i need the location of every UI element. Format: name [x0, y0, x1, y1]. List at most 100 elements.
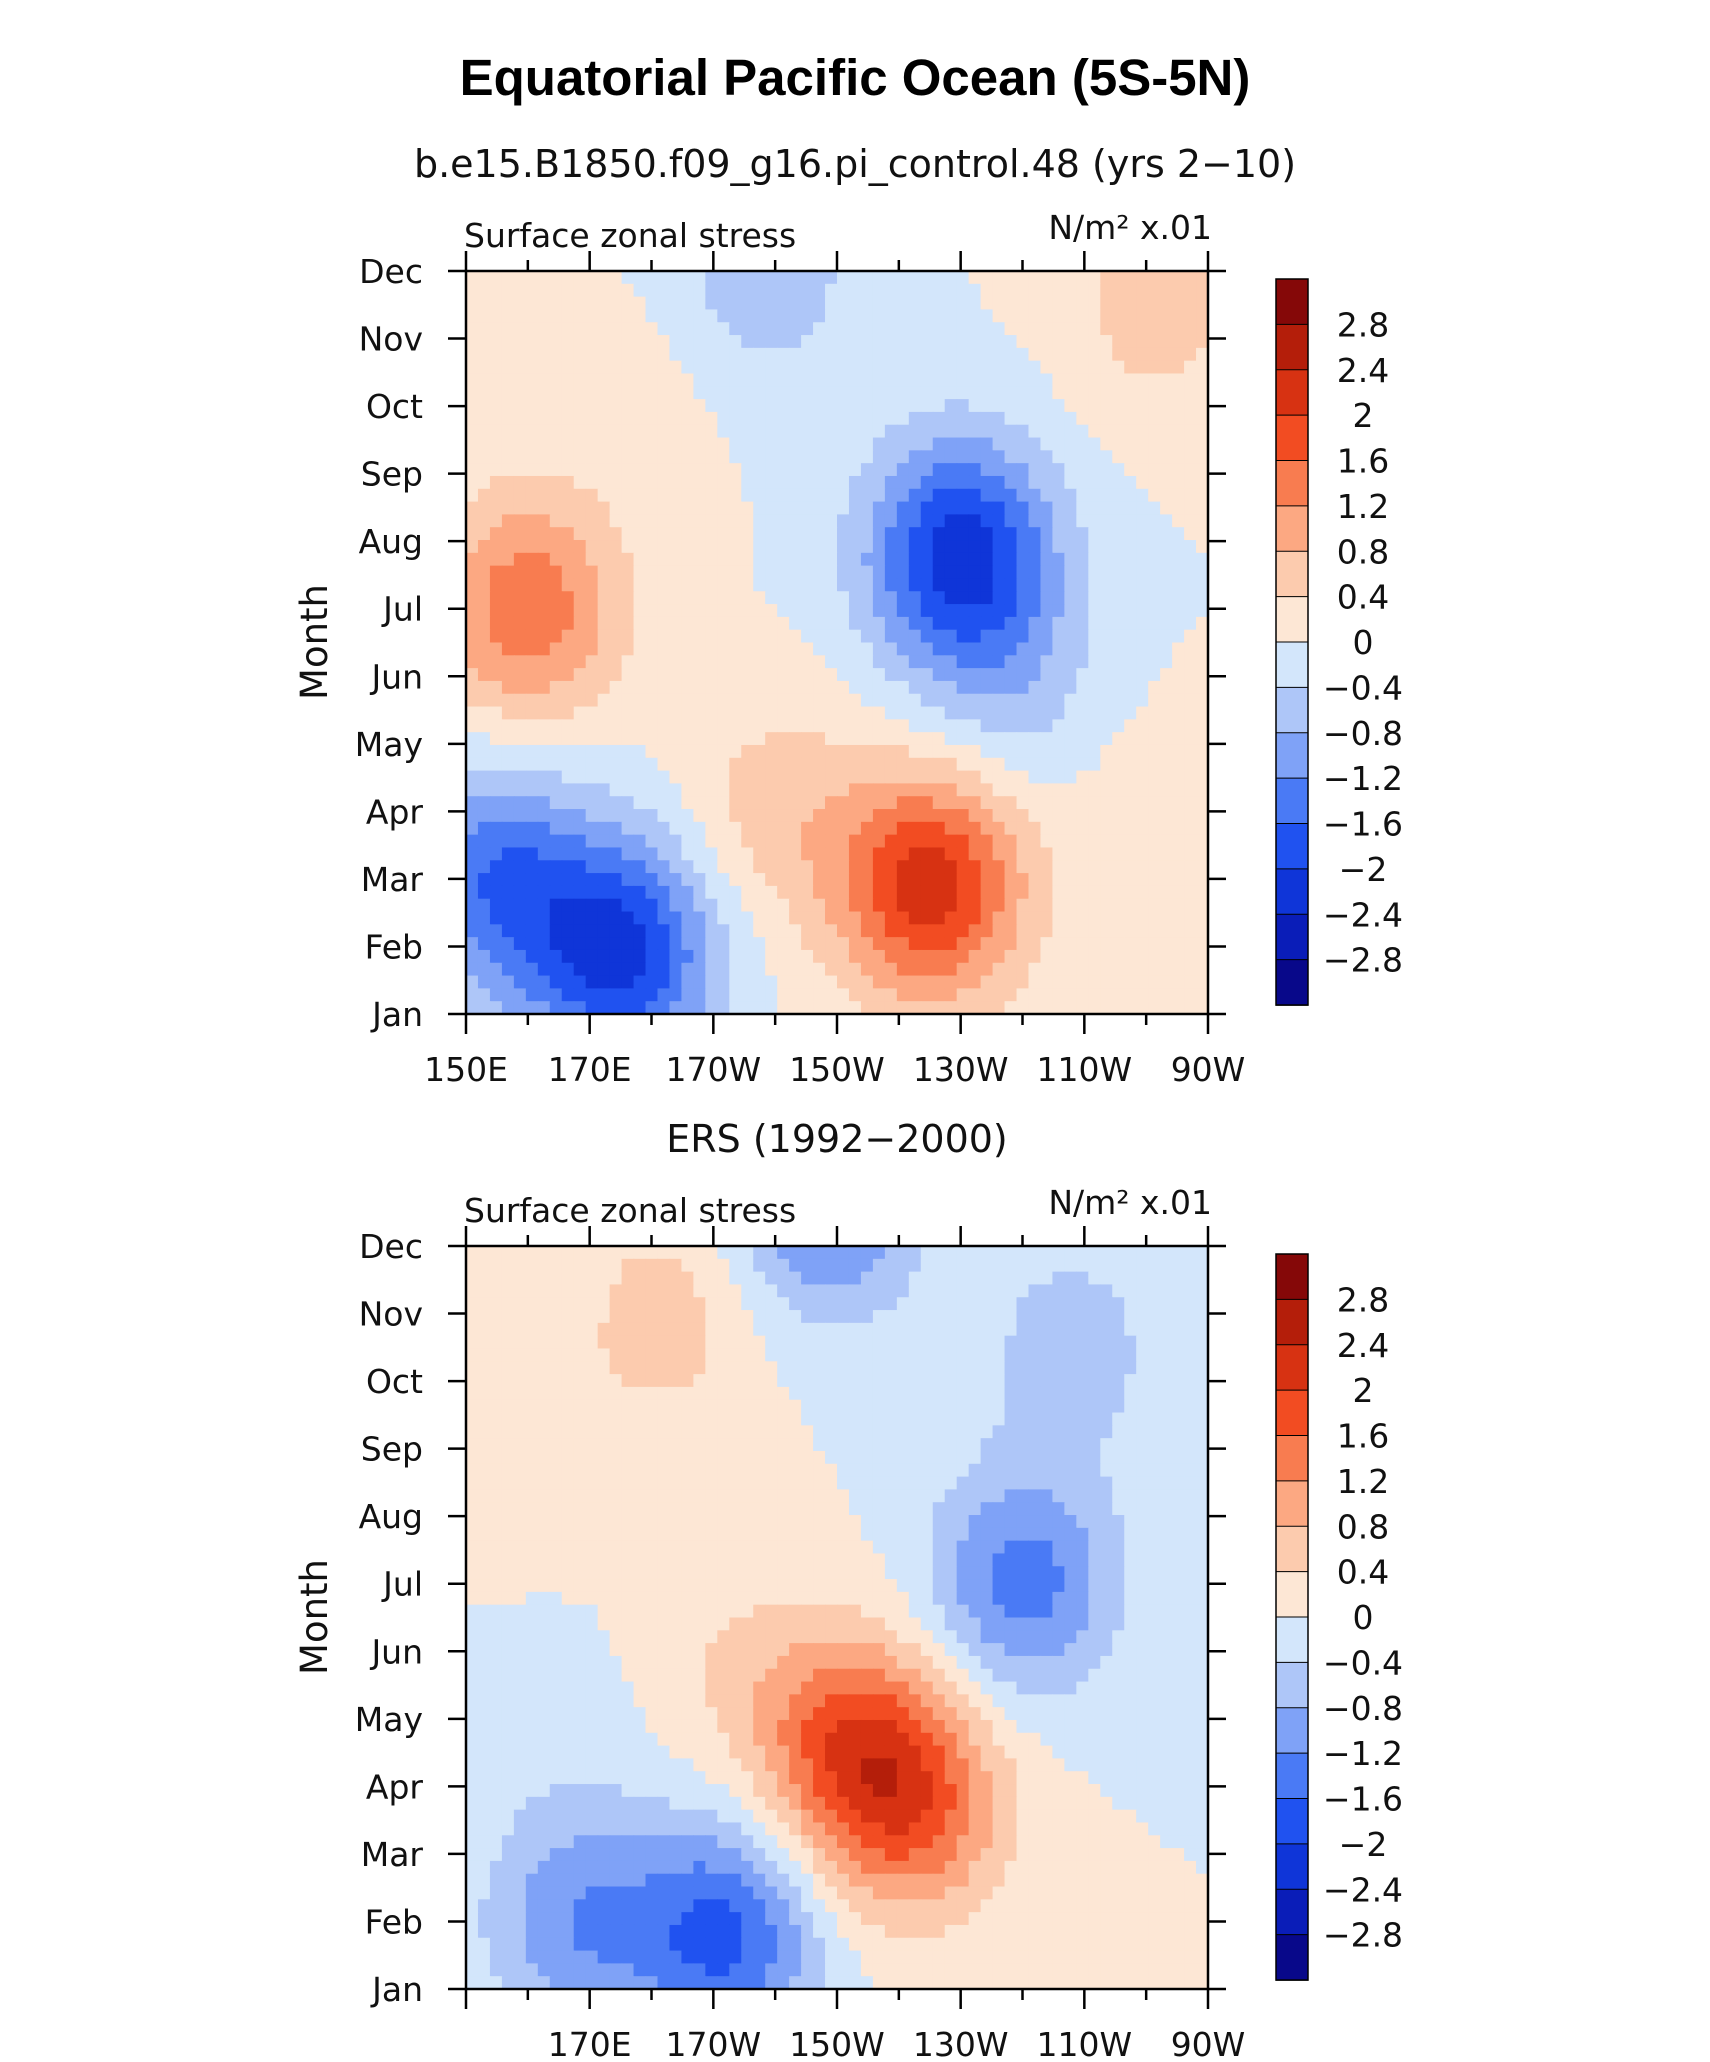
contour-cell [920, 1463, 934, 1478]
contour-cell [837, 386, 850, 400]
contour-cell [717, 514, 730, 528]
contour-cell [753, 706, 766, 720]
contour-cell [1028, 1297, 1042, 1311]
contour-cell [980, 655, 994, 669]
contour-cell [1112, 450, 1125, 464]
contour-cell [681, 552, 694, 567]
contour-cell [573, 1246, 587, 1260]
contour-cell [609, 719, 623, 733]
contour-cell [896, 450, 910, 464]
contour-cell [777, 847, 790, 861]
contour-cell [920, 1348, 934, 1362]
contour-cell [489, 744, 503, 759]
contour-cell [753, 744, 766, 759]
contour-cell [525, 949, 539, 964]
contour-cell [813, 1425, 826, 1439]
contour-cell [932, 475, 946, 490]
contour-cell [585, 988, 599, 1002]
contour-cell [968, 744, 982, 759]
contour-cell [717, 1425, 730, 1439]
contour-cell [466, 552, 479, 567]
contour-cell [968, 616, 982, 631]
contour-cell [992, 437, 1006, 451]
contour-cell [765, 540, 778, 554]
contour-cell [609, 1374, 623, 1388]
contour-cell [908, 271, 922, 285]
contour-cell [1088, 527, 1101, 541]
contour-cell [1040, 296, 1054, 311]
contour-cell [477, 655, 491, 669]
contour-cell [825, 975, 838, 989]
contour-cell [501, 1438, 515, 1452]
contour-cell [944, 1348, 958, 1362]
contour-cell [813, 463, 826, 477]
contour-cell [968, 1258, 982, 1273]
contour-cell [992, 616, 1006, 631]
contour-cell [633, 540, 647, 554]
contour-cell [968, 283, 982, 298]
contour-cell [980, 1502, 994, 1516]
contour-cell [1196, 629, 1208, 644]
contour-cell [1076, 271, 1089, 285]
contour-cell [466, 1246, 479, 1260]
contour-cell [573, 578, 587, 592]
contour-cell [597, 1476, 611, 1490]
contour-cell [980, 706, 994, 720]
contour-cell [1076, 655, 1089, 669]
contour-cell [729, 642, 742, 656]
contour-cell [872, 1322, 886, 1337]
contour-cell [705, 399, 718, 413]
contour-cell [1016, 668, 1030, 682]
colorbar-label: −2 [1339, 850, 1388, 889]
contour-cell [1088, 399, 1101, 413]
contour-cell [681, 911, 694, 925]
contour-cell [681, 386, 694, 400]
contour-cell [657, 1271, 671, 1286]
contour-cell [717, 642, 730, 656]
contour-cell [884, 988, 898, 1002]
contour-cell [669, 540, 683, 554]
contour-cell [1136, 373, 1149, 387]
contour-cell [645, 847, 659, 861]
contour-cell [633, 604, 647, 618]
contour-cell [884, 732, 898, 746]
contour-cell [825, 565, 838, 580]
colorbar-label: 2.4 [1337, 351, 1389, 390]
contour-cell [705, 463, 718, 477]
contour-cell [956, 1310, 970, 1324]
contour-cell [1100, 475, 1113, 490]
contour-cell [1028, 668, 1042, 682]
contour-cell [789, 578, 802, 592]
contour-cell [597, 578, 611, 592]
contour-cell [825, 386, 838, 400]
contour-cell [872, 911, 886, 925]
contour-cell [1052, 1386, 1065, 1401]
contour-cell [501, 873, 515, 887]
contour-cell [1148, 744, 1161, 759]
contour-cell [992, 450, 1006, 464]
contour-cell [549, 450, 563, 464]
contour-cell [1124, 809, 1137, 823]
contour-cell [932, 873, 946, 887]
contour-cell [1196, 898, 1208, 913]
contour-cell [537, 360, 551, 375]
contour-cell [1028, 475, 1042, 490]
contour-cell [1148, 463, 1161, 477]
panel-obs-ylabel: Month [293, 1559, 336, 1675]
contour-cell [693, 552, 706, 567]
contour-cell [1028, 1489, 1042, 1503]
contour-cell [956, 1001, 970, 1014]
contour-cell [1064, 796, 1077, 810]
contour-cell [549, 1322, 563, 1337]
contour-cell [848, 283, 862, 298]
contour-cell [525, 322, 539, 336]
contour-cell [932, 1502, 946, 1516]
contour-cell [1088, 860, 1101, 874]
contour-cell [956, 578, 970, 592]
contour-cell [837, 809, 850, 823]
contour-cell [549, 488, 563, 503]
contour-cell [837, 1386, 850, 1401]
contour-cell [561, 1246, 575, 1260]
contour-cell [657, 1412, 671, 1426]
